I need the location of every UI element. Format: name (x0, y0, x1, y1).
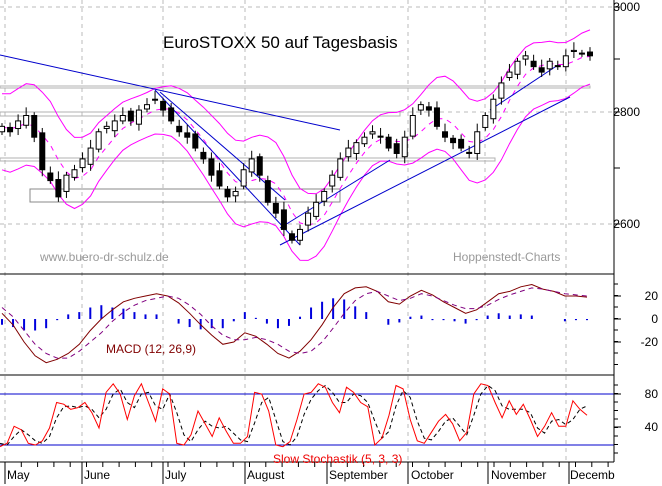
y-label-2800: 2800 (613, 105, 640, 119)
chart-title: EuroSTOXX 50 auf Tagesbasis (163, 33, 398, 52)
watermark-right: Hoppenstedt-Charts (453, 250, 561, 264)
y-label-2600: 2600 (613, 217, 640, 231)
bollinger-bands (1, 29, 591, 261)
x-label-may: May (7, 468, 30, 482)
stochastic-plot (0, 382, 614, 448)
macd-plot (1, 283, 588, 364)
macd-label: MACD (12, 26,9) (106, 342, 197, 356)
support-resistance-zones (0, 85, 591, 203)
candlesticks (0, 42, 593, 246)
x-label-june: June (84, 468, 111, 482)
x-label-december: Decemb (570, 468, 615, 482)
x-label-august: August (247, 468, 285, 482)
x-label-july: July (165, 468, 187, 482)
stoch-label: Slow Stochastik (5, 3, 3) (273, 452, 403, 466)
macd-label-20: 20 (644, 289, 658, 303)
macd-label-0: 0 (651, 312, 658, 326)
y-label-3000: 3000 (613, 0, 640, 14)
watermark-left: www.buero-dr-schulz.de (40, 250, 169, 264)
x-label-september: September (329, 468, 388, 482)
axes-frame (0, 0, 621, 484)
stoch-label-40: 40 (644, 420, 658, 434)
x-label-november: November (491, 468, 547, 482)
x-label-october: October (411, 468, 454, 482)
stoch-label-80: 80 (644, 387, 658, 401)
macd-label-minus20: -20 (640, 335, 658, 349)
